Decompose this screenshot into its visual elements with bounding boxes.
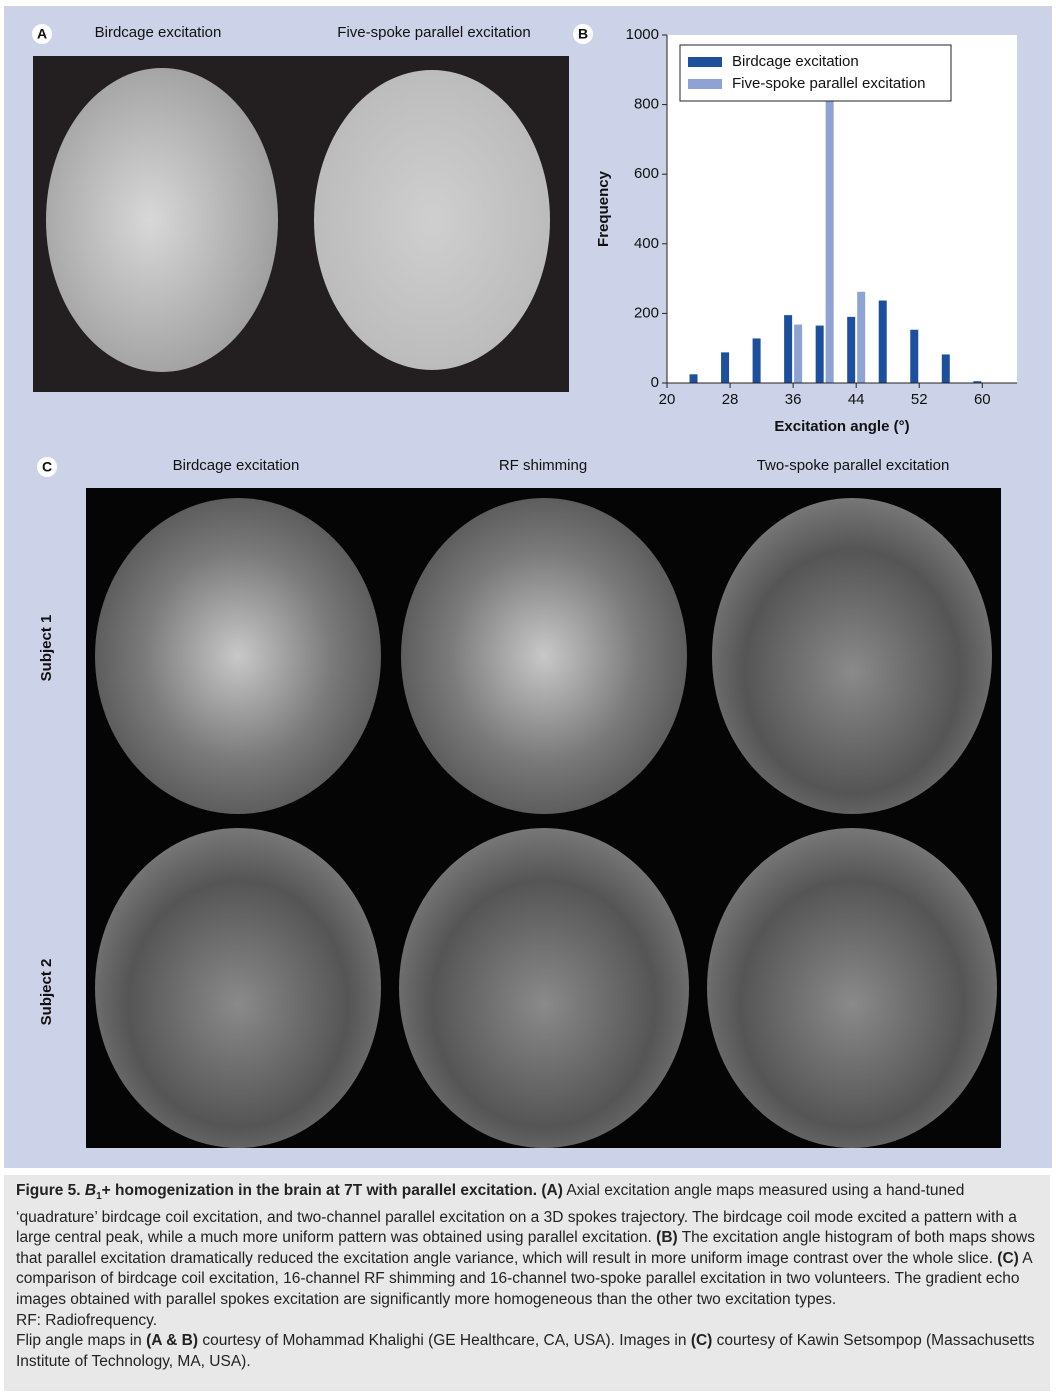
bar xyxy=(941,354,950,383)
caption-text: (A & B) xyxy=(146,1332,199,1350)
caption-text: Axial excitation angle maps measured usi… xyxy=(16,1182,1017,1247)
legend-label: Birdcage excitation xyxy=(732,53,859,70)
bar xyxy=(784,315,793,383)
column-title: Birdcage excitation xyxy=(173,457,300,474)
brain-map xyxy=(46,68,278,372)
image-title: Five-spoke parallel excitation xyxy=(337,24,530,41)
x-tick-label: 28 xyxy=(722,391,739,408)
y-axis-label: Frequency xyxy=(595,170,612,247)
histogram: 0 200 400 600 800 1000 20 28 36 44 52 60 Excitation … xyxy=(595,26,1017,435)
panel-label: B xyxy=(578,26,588,42)
caption-text: RF: Radiofrequency. xyxy=(16,1311,157,1329)
panel-badge xyxy=(573,24,593,44)
brain-image xyxy=(399,828,689,1148)
x-tick-label: 52 xyxy=(911,391,928,408)
caption-paragraph: RF: Radiofrequency. xyxy=(16,1311,1038,1332)
caption-text: Figure 5. xyxy=(16,1182,85,1199)
bar xyxy=(857,291,866,383)
column-title: Two-spoke parallel excitation xyxy=(757,457,950,474)
figure: A Birdcage excitation Five-spoke paralle… xyxy=(4,6,1052,1168)
caption-text: (C) xyxy=(997,1249,1019,1267)
legend-swatch xyxy=(688,79,722,89)
brain-image xyxy=(95,498,381,814)
y-tick-label: 0 xyxy=(651,374,659,391)
brain-image xyxy=(707,828,997,1148)
bar xyxy=(689,374,698,383)
image-title: Birdcage excitation xyxy=(95,24,222,41)
bar xyxy=(825,97,834,383)
bar xyxy=(794,324,803,383)
y-tick-label: 1000 xyxy=(626,26,659,43)
bar xyxy=(973,381,982,383)
column-title: RF shimming xyxy=(499,457,587,474)
legend-box xyxy=(679,44,952,102)
panel-badge xyxy=(37,457,57,477)
caption-text: The excitation angle histogram of both m… xyxy=(16,1229,1035,1267)
bar xyxy=(721,352,730,383)
x-tick-label: 20 xyxy=(659,391,676,408)
caption-text: A comparison of birdcage coil excitation… xyxy=(16,1249,1032,1309)
bar xyxy=(752,338,761,383)
x-tick-label: 36 xyxy=(785,391,802,408)
row-label: Subject 1 xyxy=(38,615,55,682)
panel-badge xyxy=(32,24,52,44)
legend-swatch xyxy=(688,57,722,67)
caption-paragraph: Flip angle maps in (A & B) courtesy of M… xyxy=(16,1331,1038,1372)
x-tick-label: 44 xyxy=(848,391,865,408)
bar xyxy=(815,325,824,383)
caption-text: + homogenization in the brain at 7T with… xyxy=(101,1182,538,1199)
caption-paragraph: Figure 5. B1+ homogenization in the brai… xyxy=(16,1181,1038,1311)
figure-caption: Figure 5. B1+ homogenization in the brai… xyxy=(4,1175,1050,1391)
row-label: Subject 2 xyxy=(38,959,55,1026)
x-axis-label: Excitation angle (°) xyxy=(774,418,909,435)
caption-text: (C) xyxy=(690,1332,713,1350)
caption-text: courtesy of Mohammad Khalighi (GE Health… xyxy=(198,1332,691,1350)
caption-text: (B) xyxy=(656,1229,678,1247)
bar xyxy=(847,316,856,383)
y-tick-label: 400 xyxy=(634,235,659,252)
brain-map xyxy=(314,70,550,370)
caption-text: 1 xyxy=(96,1191,102,1203)
caption-text: B xyxy=(84,1182,97,1199)
caption-text: courtesy of Kawin Setsompop (Massachuset… xyxy=(16,1332,1035,1370)
y-tick-label: 200 xyxy=(634,304,659,321)
caption-text: (A) xyxy=(541,1182,563,1199)
y-tick-label: 600 xyxy=(634,165,659,182)
brain-image xyxy=(712,498,992,814)
panel-label: C xyxy=(42,459,52,475)
caption-text: Flip angle maps in xyxy=(16,1332,147,1350)
brain-image xyxy=(401,498,687,814)
panel-label: A xyxy=(37,26,47,42)
bar xyxy=(878,300,887,383)
legend-label: Five-spoke parallel excitation xyxy=(732,75,925,92)
x-tick-label: 60 xyxy=(974,391,991,408)
brain-image xyxy=(95,828,381,1148)
y-tick-label: 800 xyxy=(634,96,659,113)
bar xyxy=(910,329,919,383)
